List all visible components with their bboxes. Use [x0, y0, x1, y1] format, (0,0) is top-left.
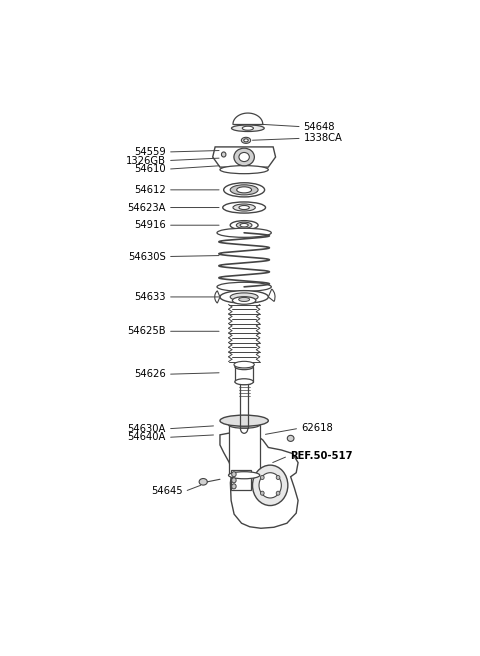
Ellipse shape: [230, 293, 258, 301]
Text: 54612: 54612: [134, 185, 166, 195]
Ellipse shape: [237, 187, 252, 193]
Text: 1338CA: 1338CA: [304, 133, 343, 143]
Text: 54626: 54626: [134, 369, 166, 379]
Ellipse shape: [234, 361, 254, 368]
Ellipse shape: [220, 291, 268, 303]
Text: 54648: 54648: [304, 122, 335, 132]
Ellipse shape: [228, 421, 260, 428]
Text: 54623A: 54623A: [128, 203, 166, 213]
Bar: [231, 470, 252, 491]
Text: 1326GB: 1326GB: [126, 155, 166, 165]
Ellipse shape: [232, 297, 256, 304]
Ellipse shape: [232, 478, 236, 483]
Ellipse shape: [220, 415, 268, 426]
Ellipse shape: [221, 152, 226, 157]
Ellipse shape: [239, 297, 250, 302]
Ellipse shape: [233, 204, 255, 211]
Ellipse shape: [236, 222, 252, 228]
Bar: [228, 424, 260, 475]
Wedge shape: [268, 289, 275, 302]
Ellipse shape: [240, 224, 248, 227]
Polygon shape: [220, 431, 298, 528]
Ellipse shape: [239, 205, 249, 209]
Text: 54916: 54916: [134, 220, 166, 230]
Ellipse shape: [217, 228, 271, 237]
Text: 54640A: 54640A: [128, 432, 166, 442]
Text: 54559: 54559: [134, 147, 166, 157]
Text: 54610: 54610: [134, 164, 166, 174]
Ellipse shape: [230, 220, 258, 230]
Ellipse shape: [241, 137, 251, 144]
Wedge shape: [215, 291, 220, 303]
Ellipse shape: [230, 185, 258, 195]
Ellipse shape: [239, 152, 249, 161]
Text: 54630A: 54630A: [128, 424, 166, 434]
Ellipse shape: [261, 476, 264, 480]
Ellipse shape: [231, 125, 264, 131]
Ellipse shape: [234, 148, 254, 166]
Ellipse shape: [220, 165, 268, 174]
Ellipse shape: [259, 473, 281, 498]
Text: REF.50-517: REF.50-517: [290, 451, 352, 461]
Ellipse shape: [288, 436, 294, 441]
Ellipse shape: [223, 202, 265, 213]
Ellipse shape: [276, 476, 280, 480]
Ellipse shape: [261, 491, 264, 495]
Ellipse shape: [232, 472, 236, 477]
Ellipse shape: [199, 478, 207, 485]
Text: 62618: 62618: [301, 423, 333, 433]
Text: 54625B: 54625B: [127, 326, 166, 337]
Ellipse shape: [242, 126, 253, 131]
Ellipse shape: [228, 472, 260, 479]
Polygon shape: [213, 147, 276, 167]
Ellipse shape: [217, 282, 271, 291]
Ellipse shape: [232, 484, 236, 489]
Text: 54630S: 54630S: [128, 251, 166, 262]
Ellipse shape: [252, 465, 288, 506]
Text: 54645: 54645: [151, 486, 183, 497]
Text: 54633: 54633: [134, 292, 166, 302]
Wedge shape: [240, 428, 248, 434]
Ellipse shape: [235, 363, 253, 370]
Polygon shape: [233, 113, 263, 124]
Ellipse shape: [276, 491, 280, 495]
Ellipse shape: [235, 379, 253, 385]
Ellipse shape: [224, 183, 264, 197]
Ellipse shape: [244, 139, 248, 142]
